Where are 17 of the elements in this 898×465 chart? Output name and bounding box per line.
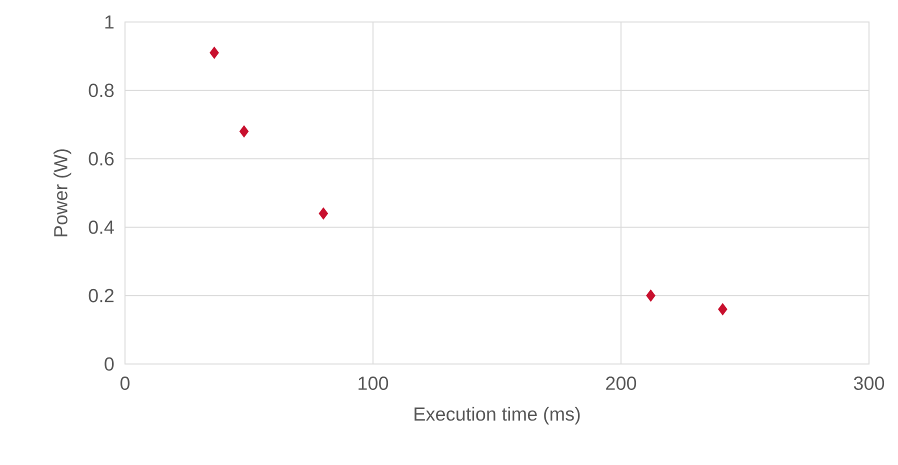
y-tick-label: 0 <box>104 357 114 371</box>
y-tick-label: 1 <box>105 15 114 29</box>
y-tick-label: 0.8 <box>88 84 114 98</box>
x-axis-title: Execution time (ms) <box>414 406 580 425</box>
x-tick-label: 0 <box>120 376 130 390</box>
y-tick-label: 0.2 <box>88 288 114 302</box>
y-tick-label: 0.4 <box>88 220 114 234</box>
point <box>239 125 249 138</box>
point <box>210 46 219 59</box>
y-axis-title: Power (W) <box>53 149 72 236</box>
x-tick-label: 200 <box>606 376 636 390</box>
x-tick-label: 300 <box>854 376 884 390</box>
point <box>646 289 656 302</box>
point <box>318 207 328 220</box>
point <box>718 303 728 316</box>
x-tick-label: 100 <box>358 376 388 390</box>
y-tick-label: 0.6 <box>88 152 114 166</box>
